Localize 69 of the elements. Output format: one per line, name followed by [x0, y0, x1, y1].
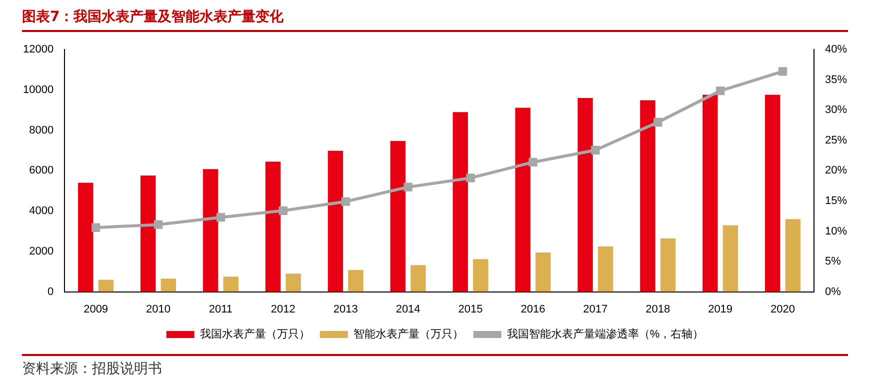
y-tick-label: 12000 — [22, 44, 54, 56]
y-tick-label: 2000 — [29, 245, 54, 258]
bar — [722, 225, 738, 292]
bar — [578, 98, 593, 292]
point — [154, 220, 163, 229]
bar — [640, 100, 656, 292]
x-tick-label: 2012 — [270, 303, 296, 316]
y-tick-label: 4000 — [29, 205, 54, 218]
y2-tick-label: 30% — [824, 104, 848, 116]
legend-label: 智能水表产量（万只） — [353, 328, 464, 341]
legend-label: 我国水表产量（万只） — [200, 328, 310, 341]
y-tick-label: 6000 — [29, 164, 54, 177]
bar — [660, 238, 676, 292]
bar — [98, 280, 114, 292]
y-tick-label: 10000 — [22, 84, 54, 96]
bar — [535, 252, 551, 292]
point — [216, 212, 226, 222]
y2-tick-label: 35% — [824, 74, 848, 86]
point — [341, 197, 350, 206]
x-tick-label: 2013 — [333, 303, 358, 316]
bar — [765, 94, 780, 292]
y2-tick-label: 40% — [824, 44, 848, 56]
bar — [473, 259, 488, 292]
bar — [702, 94, 718, 292]
chart-title: 图表7：我国水表产量及智能水表产量变化 — [22, 8, 848, 32]
bar — [202, 169, 218, 292]
point — [591, 146, 600, 154]
point — [91, 223, 100, 232]
point — [466, 174, 475, 182]
x-tick-label: 2009 — [84, 303, 108, 316]
bar — [785, 219, 801, 292]
x-tick-label: 2011 — [208, 303, 233, 316]
bar — [160, 278, 176, 292]
point — [778, 67, 788, 76]
bar — [452, 112, 468, 292]
y-tick-label: 8000 — [29, 124, 54, 136]
legend-label: 我国智能水表产量端渗透率（%，右轴） — [506, 328, 704, 341]
bar — [78, 182, 94, 292]
bar — [515, 108, 530, 292]
x-tick-label: 2018 — [646, 303, 670, 316]
text: 资料来源：招股说明书 — [22, 354, 848, 378]
point — [404, 182, 412, 192]
x-tick-label: 2014 — [396, 303, 420, 316]
bar — [598, 246, 614, 292]
point — [654, 118, 662, 127]
point — [528, 158, 538, 167]
bar — [348, 270, 364, 292]
point — [278, 206, 288, 215]
y2-tick-label: 20% — [824, 164, 848, 177]
y2-tick-label: 25% — [824, 134, 848, 146]
bar — [390, 141, 406, 292]
x-tick-label: 2016 — [520, 303, 546, 316]
x-tick-label: 2017 — [583, 303, 608, 316]
y2-tick-label: 15% — [824, 195, 848, 208]
y2-tick-label: 10% — [824, 225, 848, 238]
x-tick-label: 2019 — [708, 303, 733, 316]
y2-tick-label: 0% — [824, 286, 842, 298]
bar — [223, 276, 238, 292]
bar — [328, 150, 344, 292]
bar — [410, 265, 426, 292]
bar — [140, 176, 156, 292]
y2-tick-label: 5% — [824, 256, 842, 268]
y-tick-label: 0 — [47, 286, 54, 298]
x-tick-label: 2015 — [458, 303, 483, 316]
point — [716, 86, 725, 96]
bar — [286, 274, 301, 292]
x-tick-label: 2010 — [146, 303, 171, 316]
bar — [265, 162, 281, 292]
x-tick-label: 2020 — [770, 303, 795, 316]
